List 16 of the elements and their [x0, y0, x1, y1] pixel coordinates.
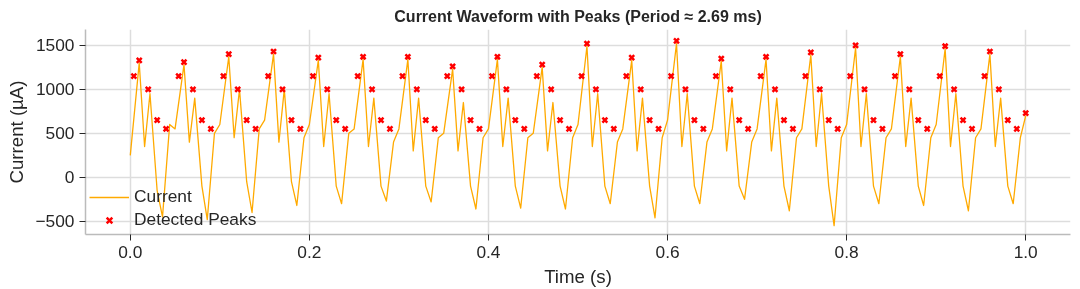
- legend-label: Detected Peaks: [134, 209, 257, 230]
- x-tick-label: 0.4: [476, 241, 501, 262]
- y-tick-label: 1000: [35, 79, 75, 100]
- y-tick-label: 500: [45, 123, 75, 144]
- x-axis-title: Time (s): [544, 265, 612, 287]
- y-tick-label: 1500: [35, 35, 75, 56]
- x-tick-label: 0.6: [655, 241, 680, 262]
- y-tick-label: −500: [35, 211, 75, 232]
- y-axis-title: Current (µA): [6, 80, 28, 184]
- x-tick-label: 1.0: [1013, 241, 1038, 262]
- y-tick-label: 0: [64, 167, 75, 188]
- chart-title: Current Waveform with Peaks (Period ≈ 2.69 ms): [394, 7, 762, 25]
- x-tick-label: 0.0: [118, 241, 143, 262]
- line-series: [129, 42, 1027, 227]
- x-tick-label: 0.2: [297, 241, 322, 262]
- x-tick-label: 0.8: [834, 241, 859, 262]
